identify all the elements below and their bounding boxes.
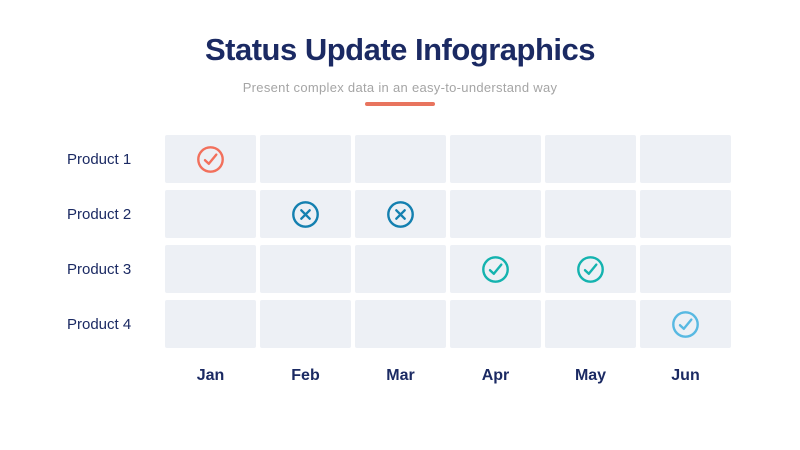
grid-cell-empty — [260, 300, 351, 348]
row-label-product-4: Product 4 — [67, 315, 132, 333]
grid-cell-empty — [450, 300, 541, 348]
grid-cell-empty — [545, 135, 636, 183]
grid-cell-empty — [355, 245, 446, 293]
grid-cell-status — [545, 245, 636, 293]
grid-cell-status — [640, 300, 731, 348]
page-title: Status Update Infographics — [204, 32, 596, 67]
grid-cell-empty — [450, 135, 541, 183]
grid-cell-empty — [165, 245, 256, 293]
month-label-jan: Jan — [196, 367, 225, 384]
x-circle-icon — [291, 200, 320, 229]
grid-cell-empty — [260, 135, 351, 183]
status-grid: Product 1 Product 2 Product 3 Product 4 — [0, 135, 731, 348]
grid-cell-empty — [545, 190, 636, 238]
check-circle-icon — [481, 255, 510, 284]
months-row: Jan Feb Mar Apr May Jun — [165, 366, 731, 386]
row-label-product-2: Product 2 — [67, 205, 132, 223]
grid-cell-empty — [355, 300, 446, 348]
grid-cell-empty — [640, 135, 731, 183]
row-label-product-1: Product 1 — [67, 150, 132, 168]
check-circle-icon — [576, 255, 605, 284]
grid-cell-status — [450, 245, 541, 293]
row-label-product-3: Product 3 — [67, 260, 132, 278]
page-subtitle: Present complex data in an easy-to-under… — [242, 80, 558, 95]
grid-cell-status — [260, 190, 351, 238]
check-circle-icon — [671, 310, 700, 339]
grid-cell-empty — [260, 245, 351, 293]
accent-underline — [365, 102, 435, 106]
grid-cell-empty — [165, 300, 256, 348]
grid-cell-empty — [640, 190, 731, 238]
month-label-mar: Mar — [386, 367, 415, 384]
grid-cell-status — [355, 190, 446, 238]
grid-cell-empty — [450, 190, 541, 238]
grid-cell-empty — [355, 135, 446, 183]
grid-cell-empty — [165, 190, 256, 238]
month-label-apr: Apr — [481, 367, 510, 384]
month-label-feb: Feb — [291, 367, 320, 384]
month-label-may: May — [574, 367, 607, 384]
check-circle-icon — [196, 145, 225, 174]
grid-cell-empty — [640, 245, 731, 293]
grid-cell-empty — [545, 300, 636, 348]
grid-cell-status — [165, 135, 256, 183]
x-circle-icon — [386, 200, 415, 229]
month-label-jun: Jun — [671, 367, 700, 384]
